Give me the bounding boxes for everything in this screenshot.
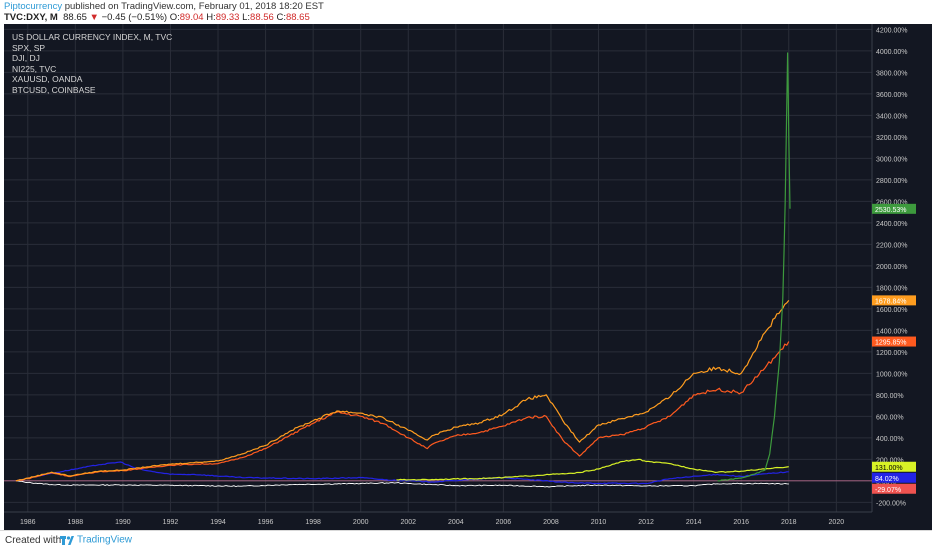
y-tick-label: 1800.00% bbox=[876, 285, 908, 292]
x-tick-label: 2006 bbox=[496, 519, 512, 526]
y-tick-label: 600.00% bbox=[876, 414, 904, 421]
x-tick-label: 2010 bbox=[591, 519, 607, 526]
y-tick-label: 2000.00% bbox=[876, 264, 908, 271]
y-tick-label: -200.00% bbox=[876, 500, 906, 507]
x-tick-label: 2020 bbox=[829, 519, 845, 526]
tradingview-brand: TradingView bbox=[77, 534, 133, 546]
legend-item-dxy[interactable]: US DOLLAR CURRENCY INDEX, M, TVC bbox=[12, 32, 173, 42]
y-tick-label: 1000.00% bbox=[876, 371, 908, 378]
y-tick-label: 3400.00% bbox=[876, 113, 908, 120]
x-tick-label: 1988 bbox=[68, 519, 84, 526]
last-value-badge-spx bbox=[872, 336, 916, 347]
legend-item-btcusd[interactable]: BTCUSD, COINBASE bbox=[12, 84, 96, 95]
x-tick-label: 1998 bbox=[305, 519, 321, 526]
x-tick-label: 2014 bbox=[686, 519, 702, 526]
last-value-label-dxy: -29.07% bbox=[875, 487, 901, 494]
y-tick-label: 2400.00% bbox=[876, 221, 908, 228]
series-line-xauusd bbox=[396, 458, 789, 481]
last-value-badge-xauusd bbox=[872, 461, 916, 472]
chart-svg[interactable]: -200.00%0.00%200.00%400.00%600.00%800.00… bbox=[4, 24, 932, 530]
y-tick-label: 400.00% bbox=[876, 436, 904, 443]
chart-area[interactable]: -200.00%0.00%200.00%400.00%600.00%800.00… bbox=[4, 24, 932, 530]
low-label: L: bbox=[242, 12, 251, 23]
last-value-badge-dxy bbox=[872, 483, 916, 494]
x-tick-label: 2000 bbox=[353, 519, 369, 526]
close-label: C: bbox=[276, 12, 286, 23]
change-value: −0.45 (−0.51%) bbox=[101, 12, 168, 23]
published-text: published on TradingView.com, February 0… bbox=[64, 1, 324, 12]
tradingview-link[interactable]: TradingView bbox=[60, 534, 132, 546]
y-tick-label: 2800.00% bbox=[876, 178, 908, 185]
publication-line: Piptocurrency published on TradingView.c… bbox=[4, 1, 324, 12]
last-value-label-ni225: 84.02% bbox=[875, 476, 899, 483]
ohlc-line: TVC:DXY, M 88.65 ▼ −0.45 (−0.51%) O:89.0… bbox=[4, 12, 310, 23]
y-tick-label: 3200.00% bbox=[876, 135, 908, 142]
x-tick-label: 1994 bbox=[210, 519, 226, 526]
x-tick-label: 1996 bbox=[258, 519, 274, 526]
legend-item-ni225[interactable]: NI225, TVC bbox=[12, 63, 57, 74]
series-line-spx bbox=[15, 341, 790, 482]
y-tick-label: 4000.00% bbox=[876, 49, 908, 56]
created-with-text: Created with bbox=[5, 535, 62, 546]
series-line-btcusd bbox=[717, 52, 791, 482]
tradingview-logo-icon bbox=[60, 536, 74, 545]
y-tick-label: 1400.00% bbox=[876, 328, 908, 335]
close-value: 88.65 bbox=[285, 12, 310, 23]
publication-header: Piptocurrency published on TradingView.c… bbox=[0, 0, 932, 24]
high-label: H: bbox=[206, 12, 216, 23]
x-tick-label: 1992 bbox=[163, 519, 179, 526]
x-tick-label: 1986 bbox=[20, 519, 36, 526]
legend-item-dji[interactable]: DJI, DJ bbox=[12, 53, 40, 63]
x-tick-label: 2012 bbox=[638, 519, 654, 526]
y-tick-label: 800.00% bbox=[876, 393, 904, 400]
legend-item-xauusd[interactable]: XAUUSD, OANDA bbox=[12, 74, 83, 84]
last-price: 88.65 bbox=[63, 12, 87, 23]
series-line-dxy bbox=[15, 480, 789, 488]
x-tick-label: 2008 bbox=[543, 519, 559, 526]
author-link[interactable]: Piptocurrency bbox=[4, 1, 63, 12]
low-value: 88.56 bbox=[250, 12, 274, 23]
high-value: 89.33 bbox=[215, 12, 240, 23]
x-tick-label: 2002 bbox=[400, 519, 416, 526]
y-tick-label: 2200.00% bbox=[876, 242, 908, 249]
x-tick-label: 2004 bbox=[448, 519, 464, 526]
last-value-badge-dji bbox=[872, 295, 916, 306]
legend-item-spx[interactable]: SPX, SP bbox=[12, 42, 46, 53]
x-tick-label: 2018 bbox=[781, 519, 797, 526]
y-tick-label: 1600.00% bbox=[876, 307, 908, 314]
y-tick-label: 4200.00% bbox=[876, 27, 908, 34]
x-tick-label: 2016 bbox=[733, 519, 749, 526]
y-tick-label: 3800.00% bbox=[876, 70, 908, 77]
last-value-badge-btcusd bbox=[872, 203, 916, 214]
last-value-label-dji: 1678.84% bbox=[875, 299, 907, 306]
last-value-label-spx: 1295.85% bbox=[875, 340, 907, 347]
y-tick-label: 2600.00% bbox=[876, 199, 908, 206]
y-tick-label: 3600.00% bbox=[876, 92, 908, 99]
y-tick-label: 3000.00% bbox=[876, 156, 908, 163]
symbol-label: TVC:DXY, M bbox=[4, 12, 58, 23]
open-label: O: bbox=[169, 12, 180, 23]
open-value: 89.04 bbox=[179, 12, 204, 23]
footer: Created with TradingView bbox=[0, 530, 932, 550]
x-tick-label: 1990 bbox=[115, 519, 131, 526]
series-line-dji bbox=[15, 300, 790, 482]
last-value-badge-ni225 bbox=[872, 472, 916, 483]
series-line-ni225 bbox=[15, 461, 789, 485]
series-legend: US DOLLAR CURRENCY INDEX, M, TVC SPX, SP… bbox=[12, 32, 172, 95]
change-arrow-icon: ▼ bbox=[89, 12, 99, 23]
last-value-label-xauusd: 131.00% bbox=[875, 465, 903, 472]
y-tick-label: 1200.00% bbox=[876, 350, 908, 357]
last-value-label-btcusd: 2530.53% bbox=[875, 207, 907, 214]
y-tick-label: 200.00% bbox=[876, 457, 904, 464]
